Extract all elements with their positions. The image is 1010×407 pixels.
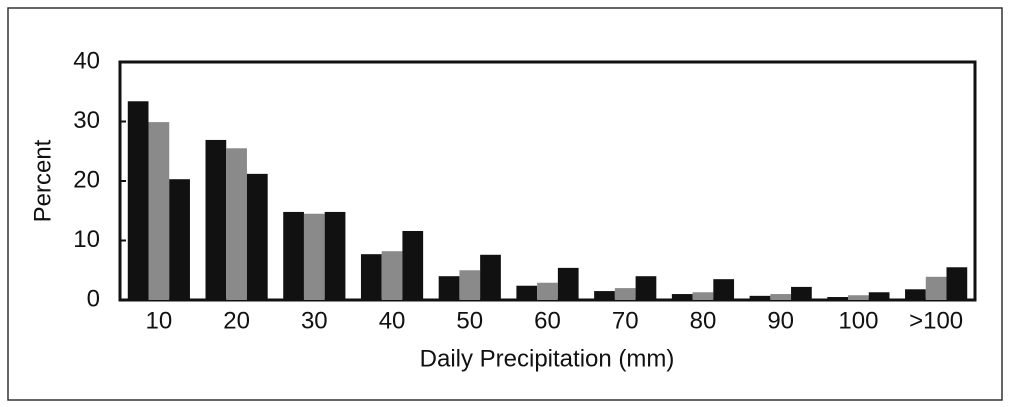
bar [770,294,792,300]
bar [671,294,693,300]
bar [713,279,735,300]
bar [283,211,304,300]
bar [868,292,890,300]
bar [594,291,615,300]
x-tick-label: 90 [767,307,794,334]
x-tick-label: 10 [146,307,173,334]
x-tick-label: 100 [838,307,878,334]
x-axis-label: Daily Precipitation (mm) [420,345,675,372]
x-tick-label: 80 [690,307,717,334]
y-tick-label: 40 [73,47,100,74]
bar [246,173,268,300]
x-tick-label: >100 [909,307,963,334]
x-tick-label: 30 [301,307,328,334]
bar [905,289,926,300]
y-tick-label: 0 [87,285,100,312]
bar [127,101,149,301]
bar [635,276,657,300]
bar [402,230,424,300]
bar [537,282,558,300]
y-axis-label: Percent [29,139,56,222]
bar [516,285,538,300]
bar [169,179,190,300]
y-tick-label: 30 [73,107,100,134]
x-tick-label: 40 [379,307,406,334]
outer-frame [7,7,1003,401]
x-tick-label: 70 [612,307,639,334]
bar [324,211,346,300]
bar [614,288,636,300]
bar [360,254,382,300]
x-tick-label: 60 [534,307,561,334]
bar [749,295,771,300]
bar [848,295,869,300]
bar [381,251,403,300]
bar [791,286,812,300]
bar [946,267,968,300]
x-tick-label: 50 [456,307,483,334]
bar [692,292,714,300]
bar [303,213,325,300]
bar [827,297,849,300]
y-tick-label: 10 [73,226,100,253]
bar [925,276,947,300]
bar [226,148,247,300]
bar [205,139,227,300]
bar [480,254,501,300]
bar [459,270,481,300]
x-tick-label: 20 [223,307,250,334]
bar [438,276,460,300]
y-tick-label: 20 [73,166,100,193]
bar [148,122,170,300]
bar [557,267,579,300]
